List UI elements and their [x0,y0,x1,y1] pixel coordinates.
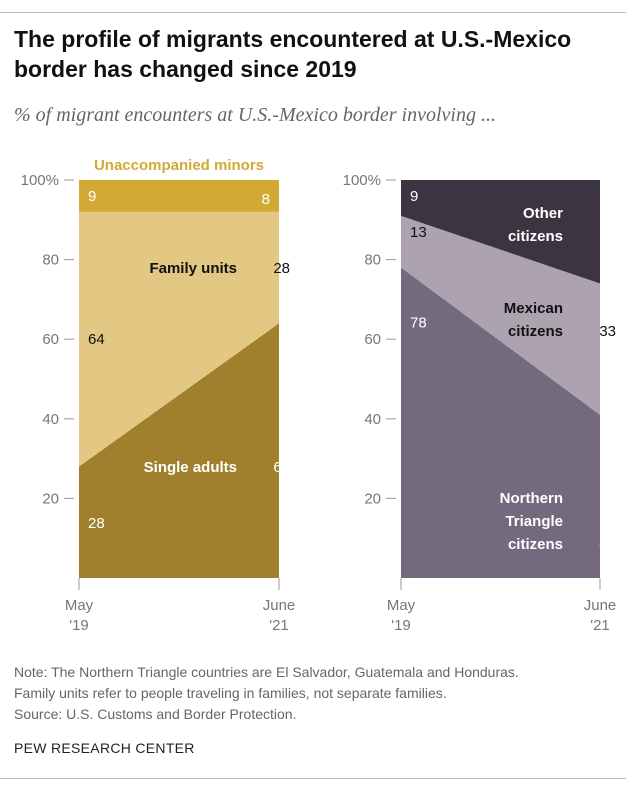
data-label-end: 41 [599,536,616,553]
x-tick-label: '21 [269,617,289,634]
data-label-start: 9 [88,188,96,205]
y-tick-label: 100% [343,172,381,189]
data-label-end: 26 [599,228,616,245]
y-tick-label: 40 [42,411,59,428]
note-line: Family units refer to people traveling i… [14,685,447,701]
y-tick-label: 80 [364,252,381,269]
note-line: Note: The Northern Triangle countries ar… [14,664,519,680]
area-northern-triangle-citizens [401,267,600,578]
x-tick-label: '19 [69,617,89,634]
brand-logo-text: PEW RESEARCH CENTER [14,740,195,756]
series-name-label: Northern [500,490,563,507]
series-name-label: Other [523,205,563,222]
x-tick-label: June [263,597,296,614]
y-tick-label: 80 [42,252,59,269]
area-unaccompanied-minors [79,180,279,212]
series-name-label: Single adults [144,459,237,476]
area-family-units [79,211,279,467]
data-label-end: 33 [599,323,616,340]
series-name-label: Unaccompanied minors [94,157,264,174]
notes: Note: The Northern Triangle countries ar… [14,662,519,725]
chart-subtitle: % of migrant encounters at U.S.-Mexico b… [14,104,496,126]
y-tick-label: 100% [21,172,59,189]
data-label-start: 64 [88,331,105,348]
series-name-label: Triangle [505,513,563,530]
y-tick-label: 60 [364,331,381,348]
x-tick-label: '19 [391,617,411,634]
area-mexican-citizens [401,215,600,415]
area-other-citizens [401,180,600,284]
data-label-start: 78 [410,315,427,332]
data-label-end: 8 [262,191,270,208]
data-label-end: 28 [273,260,290,277]
area-single-adults [79,323,279,578]
data-label-start: 13 [410,224,427,241]
top-rule [0,12,626,13]
series-name-label: citizens [508,228,563,245]
y-tick-label: 20 [42,490,59,507]
data-label-start: 28 [88,515,105,532]
chart-title: The profile of migrants encountered at U… [14,26,572,82]
series-name-label: citizens [508,536,563,553]
data-label-end: 64 [273,459,290,476]
x-tick-label: May [387,597,416,614]
y-tick-label: 60 [42,331,59,348]
charts-svg: 100% 80 60 40 20 May '19 June '21 28 64 9 100% 80 60 40… [21,157,617,634]
series-name-label: citizens [508,323,563,340]
x-tick-label: '21 [590,617,610,634]
bottom-rule [0,778,626,779]
y-tick-label: 20 [364,490,381,507]
x-tick-label: June [584,597,617,614]
series-name-label: Family units [149,260,237,277]
series-name-label: Mexican [504,300,563,317]
data-label-start: 9 [410,188,418,205]
y-tick-label: 40 [364,411,381,428]
x-tick-label: May [65,597,94,614]
source-line: Source: U.S. Customs and Border Protecti… [14,706,297,722]
